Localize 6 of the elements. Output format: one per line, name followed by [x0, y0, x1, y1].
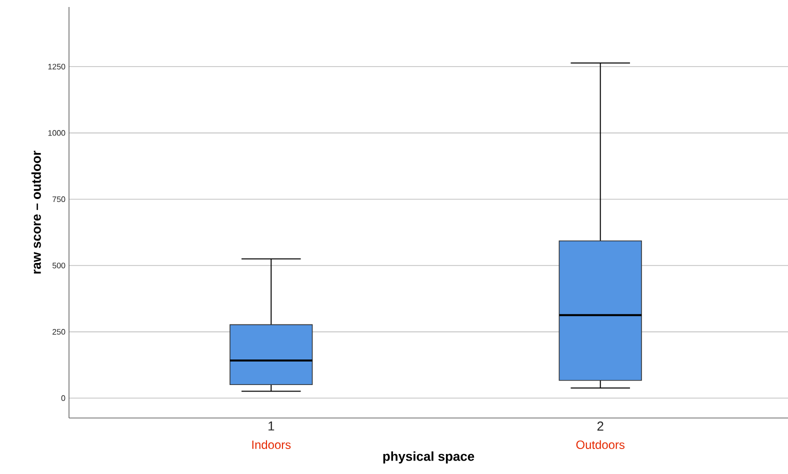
x-axis-title: physical space	[383, 451, 474, 464]
y-axis-title: raw score – outdoor	[31, 150, 41, 274]
text: Indoors	[252, 440, 291, 449]
x-tick-label: 2	[597, 422, 604, 431]
text: Outdoors	[576, 440, 625, 449]
x-tick-label: 1	[268, 422, 274, 430]
